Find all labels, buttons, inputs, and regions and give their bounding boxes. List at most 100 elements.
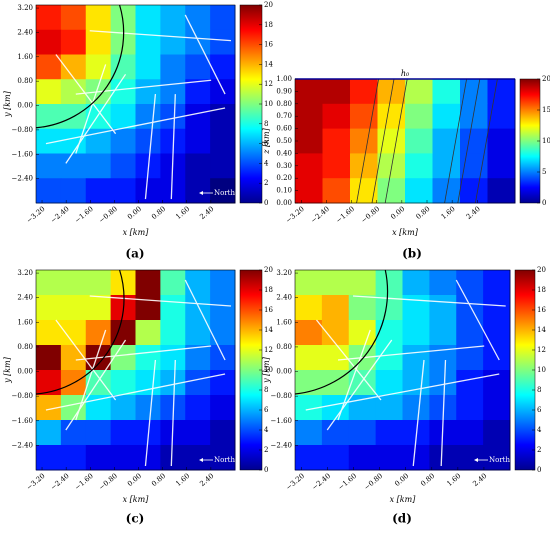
- heat-cell: [402, 345, 430, 371]
- y-tick-label: 0.40: [276, 149, 292, 157]
- heat-cell: [85, 29, 112, 55]
- heat-cell: [405, 79, 433, 105]
- heat-cell: [160, 29, 186, 55]
- colorbar-tick-label: 14: [264, 326, 273, 334]
- x-tick-label: 0.80: [150, 472, 167, 488]
- colorbar-tick-label: 18: [537, 286, 546, 294]
- y-tick-label: 0.60: [276, 125, 292, 133]
- ray: [144, 359, 157, 467]
- ray: [305, 373, 500, 411]
- colorbar-tick-label: 6: [264, 406, 269, 414]
- ray: [75, 64, 107, 154]
- heat-cell: [456, 270, 484, 296]
- heat-cell: [405, 153, 433, 179]
- x-tick-label: 0.00: [126, 472, 143, 488]
- colorbar-tick-label: 16: [264, 306, 273, 314]
- ray: [356, 78, 379, 204]
- heat-cell: [487, 103, 516, 130]
- heat-cell: [460, 128, 488, 154]
- heat-cell: [36, 320, 62, 346]
- colorbar-tick-label: 20: [542, 75, 550, 83]
- heat-cell: [60, 29, 87, 55]
- heat-cell: [483, 320, 511, 346]
- heat-cell: [483, 420, 511, 446]
- y-tick-label: −2.40: [12, 175, 33, 183]
- ray: [89, 30, 232, 42]
- ray: [45, 373, 226, 411]
- colorbar-tick-label: 8: [264, 386, 268, 394]
- panel-label: (b): [402, 247, 422, 261]
- heat-cell: [295, 103, 323, 130]
- heat-cell: [456, 420, 484, 446]
- x-tick-label: −2.40: [49, 205, 71, 225]
- x-tick-label: −0.80: [97, 472, 119, 492]
- heat-cell: [377, 103, 406, 130]
- heat-cell: [185, 295, 211, 321]
- heat-cell: [460, 103, 488, 130]
- heat-cell: [456, 295, 484, 321]
- heat-cell: [185, 104, 211, 130]
- heat-cell: [295, 128, 323, 154]
- panel-label: (a): [125, 247, 144, 261]
- heat-cell: [36, 79, 62, 105]
- heat-cell: [210, 5, 236, 31]
- colorbar-tick-label: 14: [264, 60, 273, 68]
- heat-cell: [135, 445, 161, 471]
- heat-cell: [295, 445, 323, 471]
- north-label: North: [489, 456, 510, 464]
- y-tick-label: 0.00: [17, 368, 33, 376]
- heat-cell: [322, 79, 351, 105]
- x-tick-label: −1.60: [73, 472, 95, 492]
- plot-frame: [35, 4, 236, 204]
- source-arc: [35, 269, 125, 395]
- heat-cell: [185, 345, 211, 371]
- heat-cell: [36, 370, 62, 396]
- heat-cell: [429, 445, 457, 471]
- heat-cell: [135, 270, 161, 296]
- heat-cell: [348, 295, 377, 321]
- heat-cell: [295, 320, 323, 346]
- heat-cell: [160, 270, 186, 296]
- ray: [412, 359, 425, 467]
- y-tick-label: 0.00: [276, 368, 292, 376]
- y-tick-label: 0.00: [276, 199, 292, 207]
- heat-cell: [135, 5, 161, 31]
- heat-cell: [483, 395, 511, 421]
- ray: [371, 78, 395, 204]
- heat-cell: [321, 295, 350, 321]
- y-tick-label: 2.40: [276, 294, 292, 302]
- heat-cell: [36, 104, 62, 130]
- x-tick-label: 0.00: [389, 205, 406, 221]
- heat-cell: [429, 270, 457, 296]
- y-tick-label: −0.80: [12, 126, 33, 134]
- north-arrow-head: [474, 458, 478, 462]
- ray: [184, 14, 226, 95]
- x-tick-label: 0.00: [126, 205, 143, 221]
- colorbar-tick-label: 12: [264, 346, 273, 354]
- colorbar-tick-label: 14: [537, 326, 546, 334]
- colorbar-tick-label: 18: [264, 286, 273, 294]
- ray: [184, 279, 226, 361]
- heat-cell: [85, 295, 112, 321]
- heat-cell: [350, 178, 378, 204]
- heat-cell: [402, 295, 430, 321]
- ray: [353, 295, 506, 307]
- heat-cell: [487, 153, 516, 179]
- y-tick-label: 0.10: [276, 187, 292, 195]
- heat-cell: [60, 270, 87, 296]
- ray: [75, 329, 107, 421]
- heat-cell: [322, 103, 351, 130]
- y-tick-label: −1.60: [12, 417, 33, 425]
- heat-cell: [321, 370, 350, 396]
- y-tick-label: 0.90: [276, 87, 292, 95]
- north-arrow-head: [199, 191, 203, 195]
- ray: [455, 279, 500, 361]
- heat-cell: [36, 54, 62, 80]
- heat-cell: [295, 79, 323, 105]
- heat-cell: [210, 445, 236, 471]
- heat-cell: [375, 320, 403, 346]
- y-axis-label: y [km]: [262, 356, 271, 384]
- heat-cell: [210, 345, 236, 371]
- ray: [337, 329, 371, 421]
- y-tick-label: 3.20: [17, 269, 33, 277]
